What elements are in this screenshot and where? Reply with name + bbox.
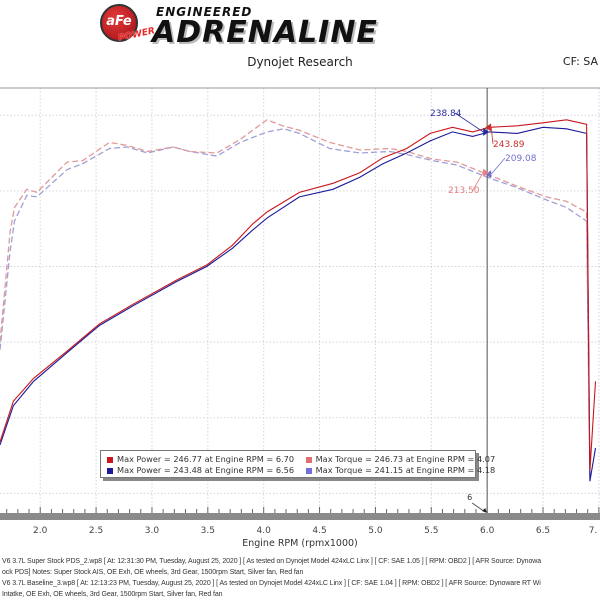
annotation-value: 213.50 bbox=[448, 186, 480, 196]
x-axis: 2.0 2.5 3.0 3.5 4.0 4.5 5.0 5.5 6.0 6.5 7. bbox=[0, 507, 600, 536]
annotation-value: 209.08 bbox=[505, 154, 537, 164]
grid bbox=[0, 88, 600, 513]
x-tick-label: 4.5 bbox=[312, 526, 326, 536]
x-tick-label: 4.0 bbox=[257, 526, 272, 536]
annotation-leader bbox=[472, 172, 484, 191]
legend-swatch-power-red bbox=[107, 456, 113, 463]
x-tick-label: 3.5 bbox=[201, 526, 215, 536]
annotation-leader bbox=[490, 157, 506, 175]
power-curve bbox=[0, 126, 597, 482]
legend-item: Max Power = 246.77 at Engine RPM = 6.70 bbox=[117, 454, 295, 464]
legend: Max Power = 246.77 at Engine RPM = 6.70 … bbox=[100, 450, 495, 478]
footer-line: V6 3.7L Super Stock PDS_2.wp8 [ At: 12:3… bbox=[2, 558, 542, 565]
annotation-leader bbox=[490, 127, 494, 145]
annotation-value: 243.89 bbox=[493, 140, 525, 150]
chart-subtitle: Dynojet Research bbox=[247, 55, 353, 69]
x-tick-label: 3.0 bbox=[145, 526, 160, 536]
legend-item: Max Torque = 241.15 at Engine RPM = 4.18 bbox=[315, 465, 496, 475]
legend-swatch-torque-blue bbox=[305, 467, 312, 474]
x-tick-label: 6.0 bbox=[480, 526, 495, 536]
x-tick-label: 7. bbox=[589, 526, 598, 536]
x-tick-label: 2.5 bbox=[89, 526, 103, 536]
footer-line: Intatke, OE Exh, OE wheels, 3rd Gear, 15… bbox=[2, 591, 223, 598]
cursor-group[interactable]: 6 238.84 243.89 209.08 213.50 bbox=[430, 88, 537, 513]
legend-swatch-power-blue bbox=[107, 467, 113, 474]
x-axis-label: Engine RPM (rpmx1000) bbox=[242, 538, 358, 549]
logo-tagline-big: ADRENALINE bbox=[152, 15, 378, 50]
cursor-arrow-icon bbox=[482, 508, 488, 513]
dyno-chart: 6 238.84 243.89 209.08 213.50 2.0 2.5 3.0 3.5 4.… bbox=[0, 87, 600, 549]
legend-item: Max Torque = 246.73 at Engine RPM = 4.07 bbox=[315, 454, 496, 464]
torque-curve bbox=[0, 128, 591, 479]
footer-line: ock PDS] Notes: Super Stock AIS, OE Exh,… bbox=[2, 569, 304, 576]
legend-row-1: Max Power = 246.77 at Engine RPM = 6.70 … bbox=[107, 454, 495, 464]
annotation-marker-icon bbox=[485, 123, 492, 132]
torque-curve bbox=[0, 119, 591, 471]
legend-item: Max Power = 243.48 at Engine RPM = 6.56 bbox=[117, 465, 295, 475]
x-tick-label: 2.0 bbox=[33, 526, 48, 536]
annotation-value: 238.84 bbox=[430, 109, 462, 119]
annotation-marker-icon bbox=[483, 127, 490, 136]
x-tick-label: 5.5 bbox=[424, 526, 438, 536]
afe-logo-badge bbox=[100, 4, 138, 42]
cf-label: CF: SA bbox=[562, 55, 598, 68]
legend-swatch-torque-red bbox=[305, 456, 312, 463]
x-axis-bar bbox=[0, 513, 600, 520]
x-tick-label: 5.0 bbox=[368, 526, 383, 536]
annotation-marker-icon bbox=[483, 168, 490, 177]
power-curve bbox=[0, 119, 597, 471]
annotation-leader bbox=[454, 112, 484, 133]
annotation-marker-icon bbox=[485, 170, 492, 179]
x-tick-label: 6.5 bbox=[536, 526, 550, 536]
series-group bbox=[0, 119, 597, 482]
logo-tagline-small: ENGINEERED bbox=[156, 5, 253, 19]
footer-line: V6 3.7L Baseline_3.wp8 [ At: 12:13:23 PM… bbox=[2, 580, 541, 587]
cursor-label: 6 bbox=[467, 493, 472, 502]
legend-row-2: Max Power = 243.48 at Engine RPM = 6.56 … bbox=[107, 465, 495, 475]
afe-logo-text: aFe bbox=[106, 14, 132, 29]
